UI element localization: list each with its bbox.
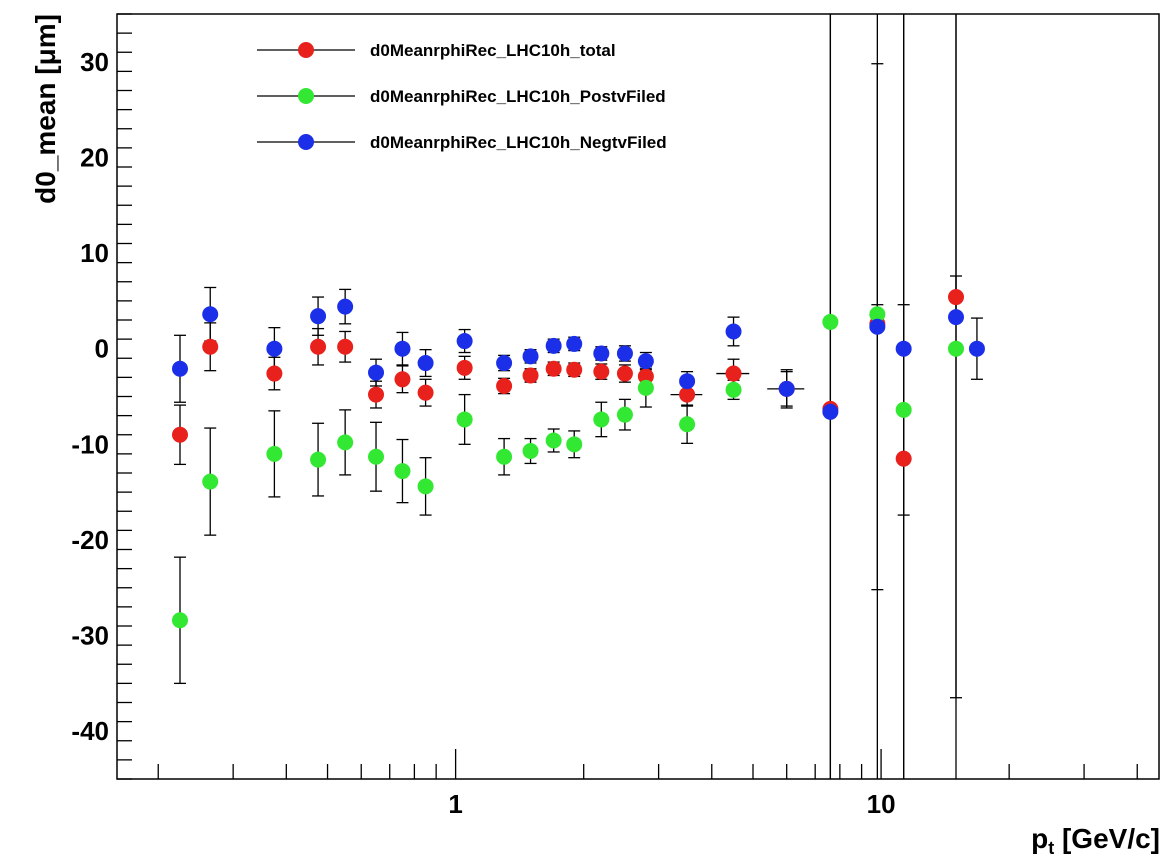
data-point (637, 353, 654, 370)
data-point (637, 379, 654, 396)
data-point (496, 377, 513, 394)
data-point (310, 308, 327, 325)
data-point (266, 340, 283, 357)
legend: d0MeanrphiRec_LHC10h_total d0MeanrphiRec_… (257, 41, 667, 152)
data-point (456, 333, 473, 350)
data-point (545, 337, 562, 354)
data-point (368, 364, 385, 381)
data-markers (171, 289, 985, 629)
data-point (171, 612, 188, 629)
data-point (496, 448, 513, 465)
data-point (948, 309, 965, 326)
data-point (869, 306, 886, 323)
data-point (337, 338, 354, 355)
data-point (566, 361, 583, 378)
data-point (593, 411, 610, 428)
legend-marker (298, 88, 314, 104)
data-point (895, 401, 912, 418)
data-point (725, 381, 742, 398)
legend-marker (298, 42, 314, 58)
data-point (171, 360, 188, 377)
data-point (545, 360, 562, 377)
legend-label: d0MeanrphiRec_LHC10h_total (370, 41, 616, 60)
y-tick-label: 20 (80, 142, 109, 172)
y-tick-label: 30 (80, 47, 109, 77)
data-point (266, 445, 283, 462)
data-point (968, 340, 985, 357)
data-point (616, 345, 633, 362)
plot-frame (116, 13, 1160, 780)
data-point (822, 403, 839, 420)
data-point (266, 365, 283, 382)
x-axis-title-unit: [GeV/c] (1054, 823, 1160, 854)
data-point (496, 355, 513, 372)
legend-label: d0MeanrphiRec_LHC10h_PostvFiled (370, 87, 666, 106)
data-point (202, 306, 219, 323)
axis-ticks (117, 13, 1138, 780)
data-point (171, 426, 188, 443)
y-tick-labels: 30 20 10 0 -10 -20 -30 -40 (71, 47, 109, 746)
data-point (337, 298, 354, 315)
data-point (948, 289, 965, 306)
data-point (869, 318, 886, 335)
data-point (725, 365, 742, 382)
data-point (394, 463, 411, 480)
data-point (522, 367, 539, 384)
legend-label: d0MeanrphiRec_LHC10h_NegtvFiled (370, 133, 667, 152)
data-point (593, 363, 610, 380)
data-point (593, 345, 610, 362)
data-point (895, 450, 912, 467)
legend-marker (298, 134, 314, 150)
y-tick-label: -10 (71, 429, 109, 459)
data-point (417, 478, 434, 495)
data-point (679, 373, 696, 390)
x-tick-label: 10 (867, 789, 896, 819)
data-point (778, 380, 795, 397)
data-point (545, 432, 562, 449)
data-point (202, 473, 219, 490)
data-point (368, 448, 385, 465)
data-point (895, 340, 912, 357)
data-point (679, 416, 696, 433)
data-point (616, 406, 633, 423)
x-axis-title-subscript: t (1048, 838, 1054, 858)
data-point (417, 384, 434, 401)
data-point (368, 386, 385, 403)
data-point (417, 355, 434, 372)
y-tick-label: 0 (95, 334, 109, 364)
y-tick-label: -40 (71, 716, 109, 746)
data-point (616, 365, 633, 382)
x-axis-title: pt [GeV/c] (1031, 823, 1160, 858)
data-point (310, 451, 327, 468)
y-tick-label: -20 (71, 525, 109, 555)
data-point (566, 335, 583, 352)
data-point (337, 434, 354, 451)
error-bars (173, 14, 983, 779)
data-point (394, 371, 411, 388)
data-point (310, 338, 327, 355)
data-point (522, 348, 539, 365)
data-point (948, 340, 965, 357)
data-point (725, 323, 742, 340)
data-point (679, 386, 696, 403)
x-tick-label: 1 (448, 789, 462, 819)
x-tick-labels: 1 10 (448, 789, 895, 819)
y-tick-label: -30 (71, 621, 109, 651)
data-point (456, 411, 473, 428)
x-axis-title-main: p (1031, 823, 1048, 854)
data-point (566, 436, 583, 453)
data-point (822, 313, 839, 330)
data-point (456, 359, 473, 376)
data-point (202, 338, 219, 355)
data-point (637, 368, 654, 385)
data-point (394, 340, 411, 357)
y-axis-title: d0_mean [μm] (30, 14, 61, 204)
data-point (522, 443, 539, 460)
y-tick-label: 10 (80, 238, 109, 268)
